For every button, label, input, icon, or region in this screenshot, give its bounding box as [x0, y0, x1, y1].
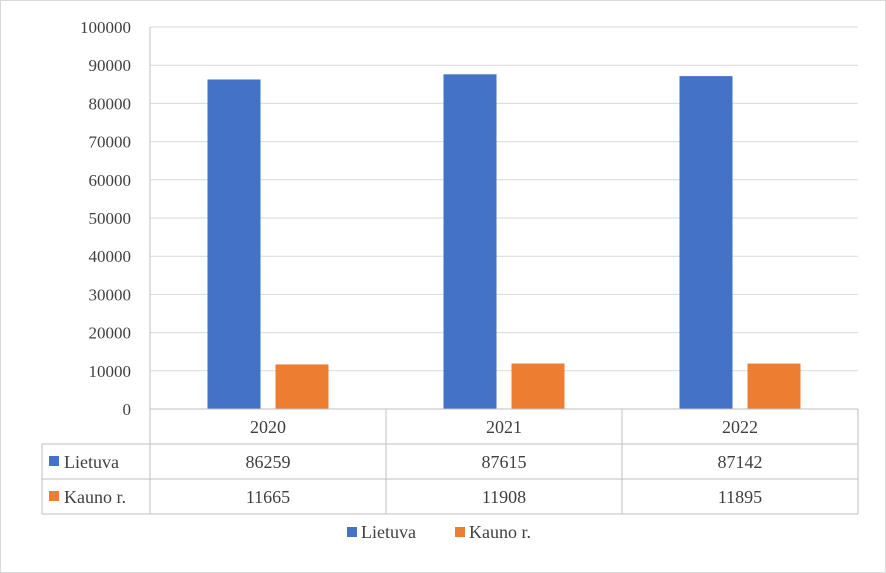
x-tick-label: 2021: [486, 417, 522, 437]
table-value: 11908: [482, 487, 526, 507]
y-tick-label: 80000: [89, 94, 132, 113]
legend-key: [347, 527, 357, 537]
y-tick-label: 40000: [89, 247, 132, 266]
bar-kauno-r-2021: [511, 363, 565, 409]
x-tick-label: 2020: [250, 417, 286, 437]
y-tick-label: 10000: [89, 362, 132, 381]
y-tick-label: 0: [123, 400, 132, 419]
table-series-label: Kauno r.: [64, 487, 126, 507]
x-tick-label: 2022: [722, 417, 758, 437]
bar-lietuva-2021: [443, 74, 497, 409]
table-value: 11665: [246, 487, 290, 507]
legend-label: Lietuva: [361, 522, 416, 542]
table-value: 87615: [482, 452, 527, 472]
data-table: 2020 2021 2022 Lietuva 86259 87615 87142 Kauno …: [41, 27, 859, 515]
bar-lietuva-2022: [679, 76, 733, 410]
bars: [207, 74, 801, 410]
y-tick-label: 70000: [89, 133, 132, 152]
table-value: 86259: [246, 452, 291, 472]
table-value: 11895: [718, 487, 762, 507]
bar-lietuva-2020: [207, 79, 261, 409]
bar-kauno-r-2022: [747, 363, 801, 409]
table-value: 87142: [718, 452, 763, 472]
bar-kauno-r-2020: [275, 364, 329, 409]
table-legend-key: [49, 456, 59, 466]
table-series-label: Lietuva: [64, 452, 119, 472]
y-tick-label: 30000: [89, 285, 132, 304]
y-tick-label: 100000: [80, 18, 131, 37]
y-axis-tick-labels: 0 10000 20000 30000 40000 50000 60000 70000 8000…: [80, 18, 131, 419]
y-tick-label: 90000: [89, 56, 132, 75]
y-tick-label: 60000: [89, 171, 132, 190]
legend-key: [455, 527, 465, 537]
table-legend-key: [49, 491, 59, 501]
legend: Lietuva Kauno r.: [347, 522, 531, 542]
y-tick-label: 20000: [89, 324, 132, 343]
legend-label: Kauno r.: [469, 522, 531, 542]
y-tick-label: 50000: [89, 209, 132, 228]
